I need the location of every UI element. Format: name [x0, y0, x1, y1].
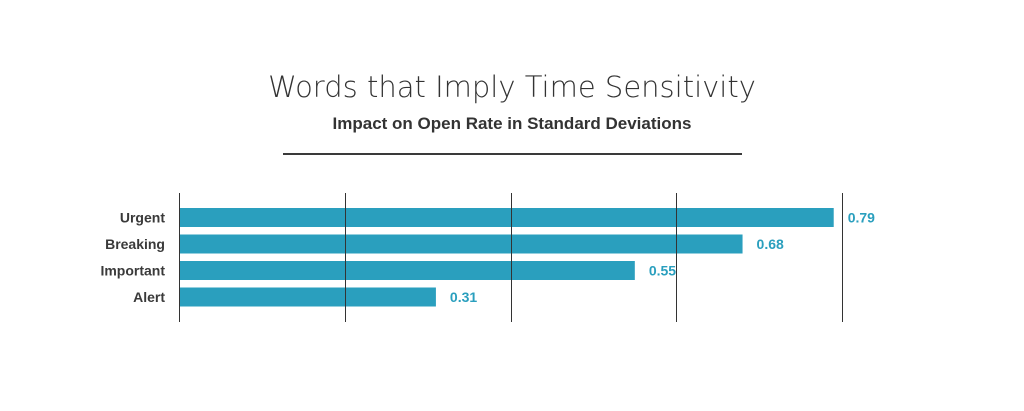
bar-important — [179, 261, 635, 280]
value-label-alert: 0.31 — [450, 289, 477, 305]
value-label-important: 0.55 — [649, 263, 676, 279]
bar-breaking — [179, 234, 743, 254]
category-label-alert: Alert — [133, 289, 165, 305]
category-label-urgent: Urgent — [120, 210, 165, 226]
gridlines — [179, 193, 843, 322]
category-label-important: Important — [100, 263, 165, 279]
chart-subtitle: Impact on Open Rate in Standard Deviatio… — [332, 114, 692, 133]
bar-urgent — [179, 208, 834, 227]
chart-title: Words that Imply Time Sensitivity — [268, 70, 756, 104]
value-label-urgent: 0.79 — [848, 210, 875, 226]
category-label-breaking: Breaking — [105, 236, 165, 252]
value-label-breaking: 0.68 — [757, 236, 784, 252]
title-divider — [283, 153, 742, 155]
labels: Urgent 0.79 Breaking 0.68 Important 0.55 Alert… — [100, 210, 875, 306]
bar-alert — [179, 287, 436, 307]
bars — [179, 208, 834, 307]
